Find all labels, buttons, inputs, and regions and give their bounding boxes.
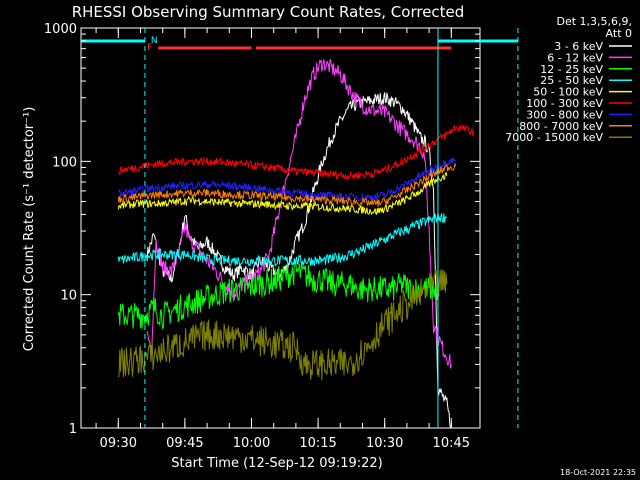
legend-label: 300 - 800 keV [526, 108, 603, 121]
observing-flags: FN [81, 28, 519, 428]
flare-flag-label: F [147, 43, 152, 53]
legend-label: 3 - 6 keV [554, 40, 603, 53]
series-line [118, 124, 474, 181]
series-lines [117, 58, 474, 429]
chart-title: RHESSI Observing Summary Count Rates, Co… [72, 3, 465, 21]
legend-label: 100 - 300 keV [526, 97, 603, 110]
y-axis-ticks: 1 10 100 1000 [44, 22, 480, 437]
y-tick-label: 1 [69, 422, 77, 437]
x-axis-ticks: 09:30 09:45 10:00 10:15 10:30 10:45 [95, 28, 470, 451]
y-axis-label: Corrected Count Rate (s⁻¹ detector⁻¹) [22, 107, 37, 352]
legend-header-line-2: Att 0 [606, 27, 632, 40]
plot-border [80, 27, 481, 429]
series-line [146, 58, 452, 369]
legend-label: 50 - 100 keV [533, 86, 603, 99]
x-tick-label: 10:30 [366, 436, 403, 451]
series-line [117, 258, 439, 331]
x-tick-label: 09:30 [100, 436, 137, 451]
x-axis-label: Start Time (12-Sep-12 09:19:22) [171, 456, 382, 471]
legend-header-line-1: Det 1,3,5,6,9, [556, 15, 632, 28]
x-tick-label: 10:45 [433, 436, 470, 451]
series-line [117, 171, 448, 216]
series-line [146, 92, 452, 429]
legend-label: 6 - 12 keV [547, 51, 603, 64]
legend-label: 800 - 7000 keV [519, 120, 603, 133]
series-line [117, 157, 456, 203]
y-tick-label: 10 [60, 289, 77, 304]
series-line [117, 162, 457, 207]
legend-label: 25 - 50 keV [540, 74, 603, 87]
plot-frame [80, 27, 481, 429]
series-line [117, 212, 447, 268]
x-tick-label: 10:15 [299, 436, 336, 451]
y-tick-label: 1000 [44, 22, 77, 37]
timestamp: 18-Oct-2021 22:35 [560, 468, 636, 477]
y-tick-label: 100 [52, 155, 77, 170]
x-tick-label: 10:00 [233, 436, 270, 451]
legend-label: 7000 - 15000 keV [505, 131, 603, 144]
legend-label: 12 - 25 keV [540, 63, 603, 76]
x-tick-label: 09:45 [166, 436, 203, 451]
series-line [117, 269, 448, 381]
night-flag-label: N [151, 36, 158, 46]
